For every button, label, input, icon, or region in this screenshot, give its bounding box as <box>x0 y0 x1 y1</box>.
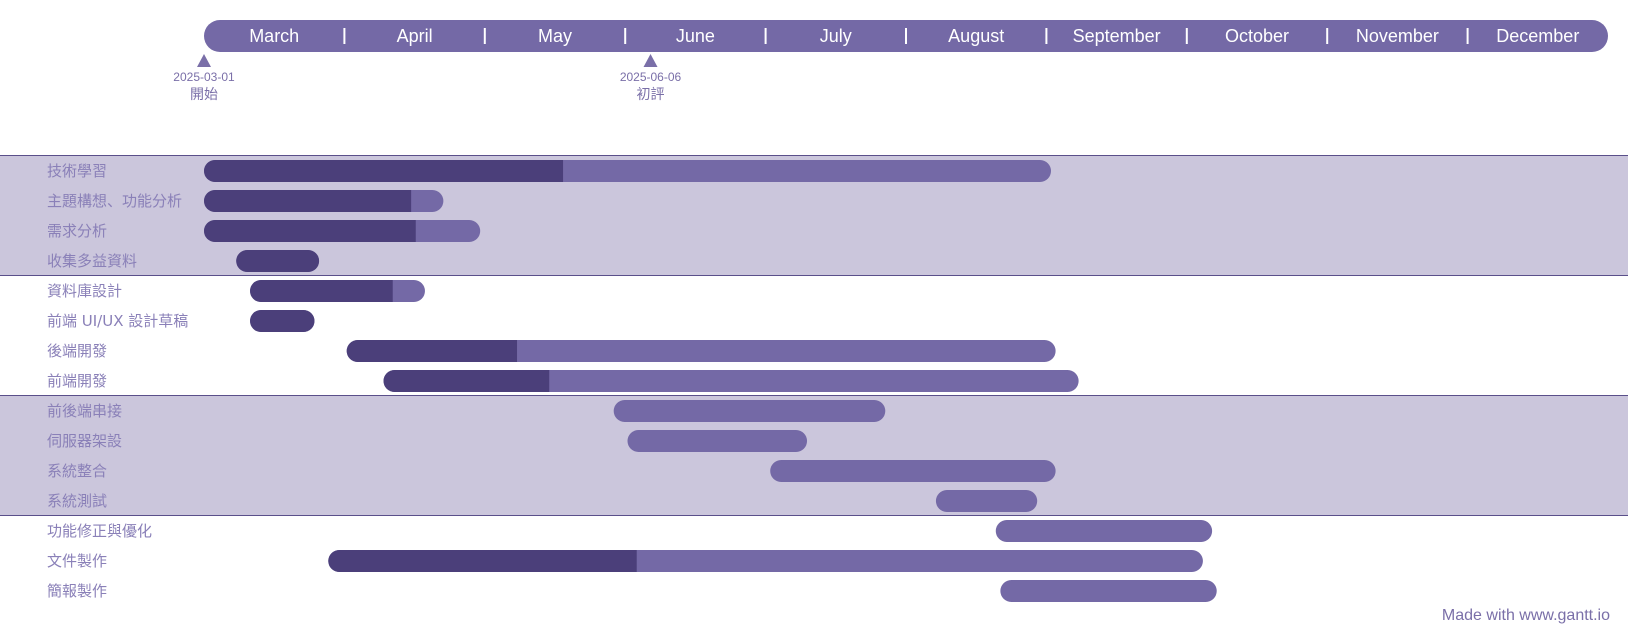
month-label: July <box>820 26 852 46</box>
task-bar <box>995 520 1213 542</box>
month-label: October <box>1225 26 1289 46</box>
month-header: March April May June July August September Octo… <box>204 20 1608 52</box>
month-label: May <box>538 26 572 46</box>
task-progress-bar <box>250 310 315 332</box>
task-label: 文件製作 <box>47 552 107 570</box>
task-progress-bar <box>346 340 518 362</box>
task-bar <box>770 460 1056 482</box>
task-bar <box>346 340 1056 362</box>
task-label: 系統測試 <box>47 492 107 510</box>
task-label: 伺服器架設 <box>47 432 122 450</box>
month-label: November <box>1356 26 1439 46</box>
task-progress-bar <box>204 190 412 212</box>
task-bar <box>1000 580 1217 602</box>
milestone-date: 2025-06-06 <box>620 70 682 84</box>
month-label: September <box>1073 26 1161 46</box>
task-label: 簡報製作 <box>47 582 107 600</box>
task-progress-bar <box>204 160 564 182</box>
task-progress-bar <box>204 220 416 242</box>
task-bar <box>613 400 886 422</box>
footer-credit[interactable]: Made with www.gantt.io <box>1441 607 1610 624</box>
task-progress-bar <box>328 550 637 572</box>
month-label: December <box>1496 26 1579 46</box>
milestone-marker-icon <box>197 54 211 67</box>
milestone-date: 2025-03-01 <box>173 70 235 84</box>
task-label: 前後端串接 <box>47 402 122 420</box>
task-label: 資料庫設計 <box>47 282 122 300</box>
task-label: 收集多益資料 <box>47 252 137 270</box>
task-bars <box>204 160 1217 602</box>
task-label: 後端開發 <box>47 342 107 360</box>
task-progress-bar <box>383 370 550 392</box>
task-progress-bar <box>236 250 320 272</box>
task-label: 需求分析 <box>47 222 107 240</box>
task-label: 系統整合 <box>47 462 107 480</box>
task-label: 功能修正與優化 <box>47 522 152 540</box>
task-label: 前端開發 <box>47 372 107 390</box>
task-bar <box>627 430 808 452</box>
month-label: March <box>249 26 299 46</box>
month-label: April <box>397 26 433 46</box>
task-label: 主題構想、功能分析 <box>47 192 182 210</box>
month-label: August <box>948 26 1004 46</box>
task-label: 前端 UI/UX 設計草稿 <box>47 312 188 330</box>
month-label: June <box>676 26 715 46</box>
milestone-label: 開始 <box>190 87 218 103</box>
task-bar <box>935 490 1038 512</box>
task-bar <box>383 370 1079 392</box>
milestone-marker-icon <box>643 54 658 67</box>
task-progress-bar <box>250 280 393 302</box>
task-label: 技術學習 <box>47 162 107 180</box>
milestones: 2025-03-01 開始 2025-06-06 初評 <box>173 54 682 103</box>
milestone-label: 初評 <box>637 86 665 103</box>
